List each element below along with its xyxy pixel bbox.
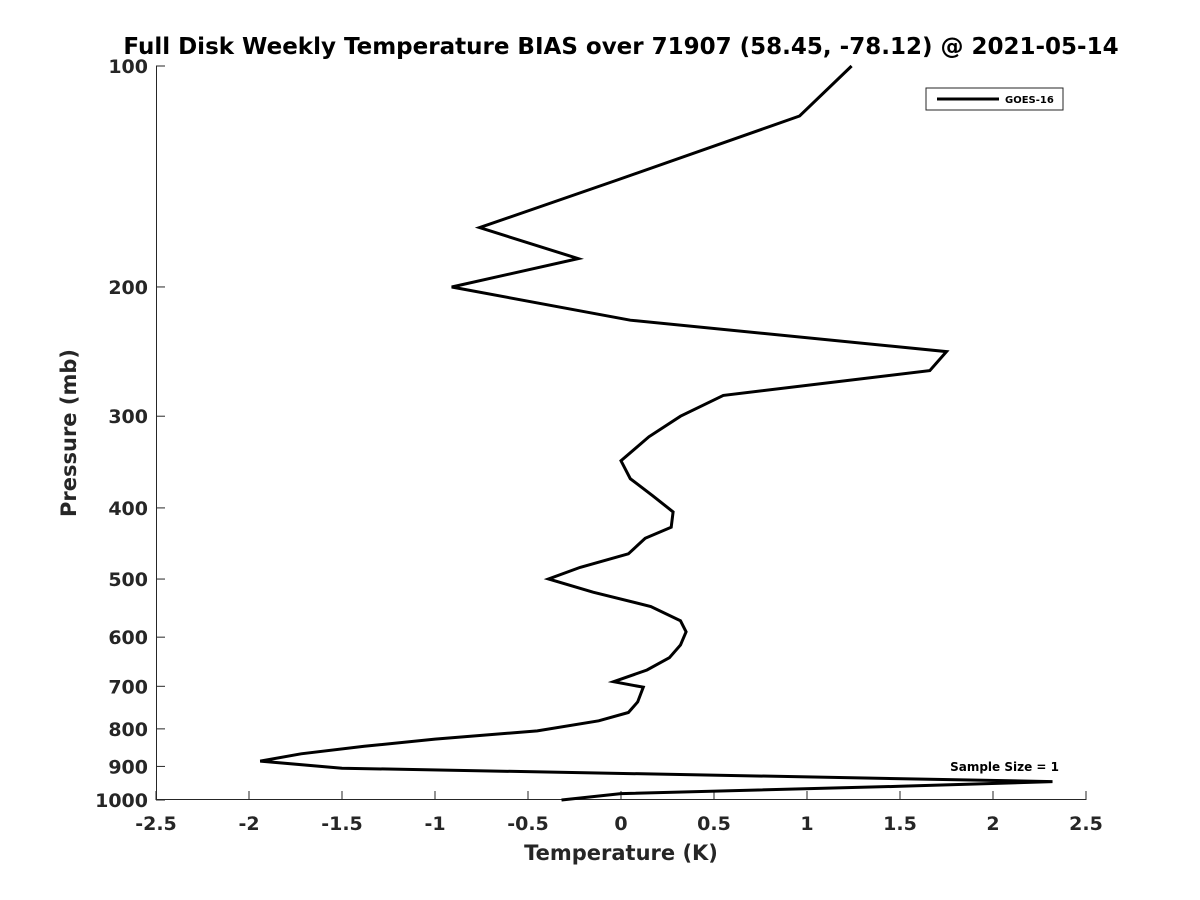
x-tick-label: -2: [238, 813, 259, 835]
chart-title: Full Disk Weekly Temperature BIAS over 7…: [123, 34, 1118, 60]
plot-area: -2.5 -2 -1.5 -1 -0.5 0 0.5 1 1.5 2 2.5 100 200 300 40…: [95, 56, 1103, 835]
x-ticks: -2.5 -2 -1.5 -1 -0.5 0 0.5 1 1.5 2 2.5: [135, 791, 1103, 835]
y-tick-label: 1000: [95, 790, 148, 812]
y-tick-label: 700: [108, 676, 148, 698]
y-tick-label: 200: [108, 277, 148, 299]
x-tick-label: -1.5: [321, 813, 363, 835]
series-line-goes-16: [259, 64, 1053, 802]
x-tick-label: 2: [986, 813, 999, 835]
x-tick-label: 0: [614, 813, 627, 835]
y-axis-label: Pressure (mb): [57, 349, 81, 517]
y-tick-label: 300: [108, 406, 148, 428]
y-ticks: 100 200 300 400 500 600 700 800 900 1000: [95, 56, 165, 812]
y-tick-label: 100: [108, 56, 148, 78]
y-tick-label: 900: [108, 756, 148, 778]
y-tick-label: 500: [108, 569, 148, 591]
x-tick-label: 2.5: [1069, 813, 1103, 835]
legend-label-goes-16: GOES-16: [1005, 95, 1054, 106]
y-tick-label: 400: [108, 498, 148, 520]
x-tick-label: 0.5: [697, 813, 731, 835]
x-tick-label: 1.5: [883, 813, 917, 835]
sample-size-annotation: Sample Size = 1: [950, 760, 1059, 774]
legend: GOES-16: [925, 87, 1064, 111]
y-tick-label: 600: [108, 627, 148, 649]
x-tick-label: -1: [424, 813, 445, 835]
series-layer: [259, 64, 1053, 802]
x-tick-label: -0.5: [507, 813, 549, 835]
x-axis-label: Temperature (K): [524, 841, 718, 865]
x-tick-label: -2.5: [135, 813, 177, 835]
x-tick-label: 1: [800, 813, 813, 835]
y-tick-label: 800: [108, 719, 148, 741]
